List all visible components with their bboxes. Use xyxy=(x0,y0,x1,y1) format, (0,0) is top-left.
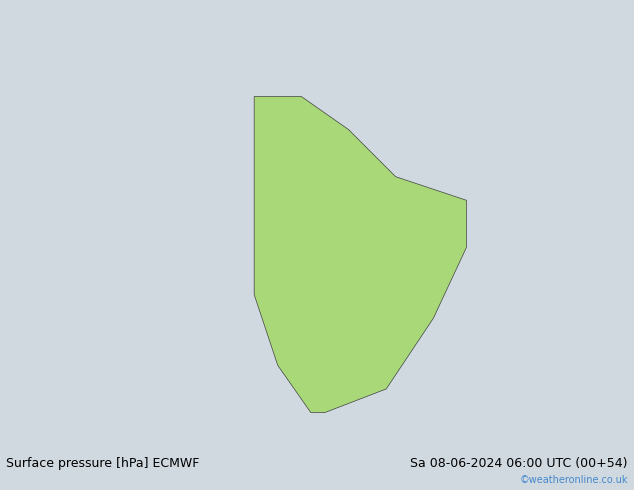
Text: Surface pressure [hPa] ECMWF: Surface pressure [hPa] ECMWF xyxy=(6,457,200,470)
Text: Sa 08-06-2024 06:00 UTC (00+54): Sa 08-06-2024 06:00 UTC (00+54) xyxy=(410,457,628,470)
Text: ©weatheronline.co.uk: ©weatheronline.co.uk xyxy=(519,475,628,485)
Polygon shape xyxy=(254,97,467,413)
